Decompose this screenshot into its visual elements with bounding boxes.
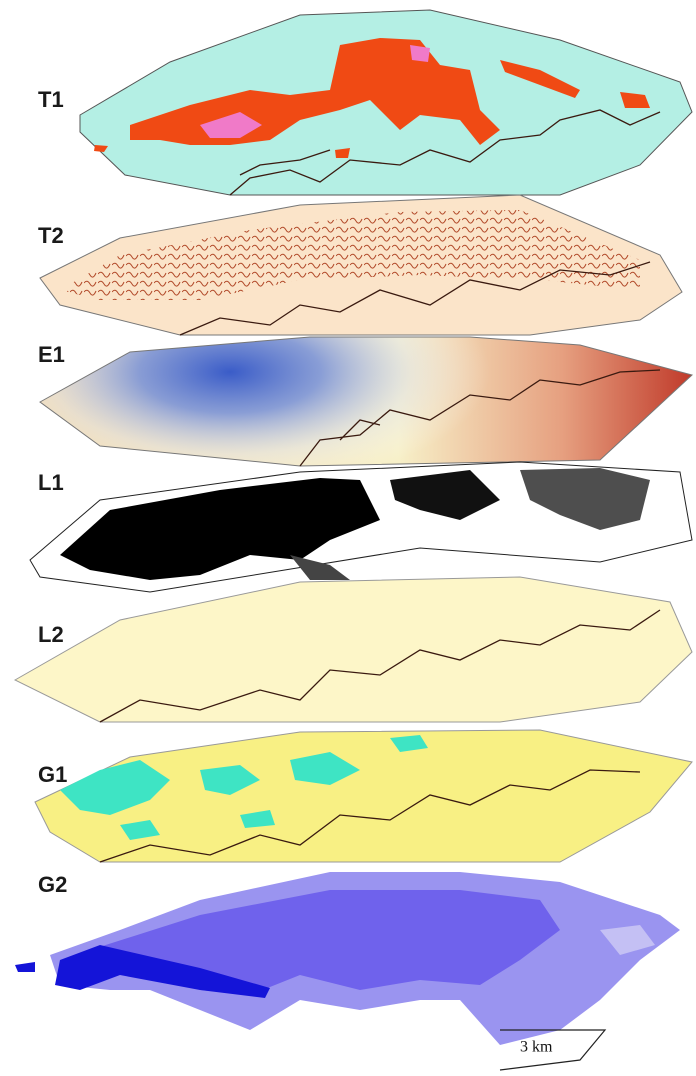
- layer-labels: T1 T2 E1 L1 L2 G1 G2: [38, 87, 67, 897]
- layer-label: L1: [38, 470, 64, 495]
- layer-g1: [35, 730, 692, 862]
- layer-stack-figure: T1 T2 E1 L1 L2 G1 G2 3 km: [0, 0, 696, 1076]
- layer-label: T2: [38, 223, 64, 248]
- layer-e1: [40, 337, 692, 466]
- layer-l2: [15, 577, 692, 722]
- layer-label: G1: [38, 762, 67, 787]
- layer-label: L2: [38, 622, 64, 647]
- layer-label: G2: [38, 872, 67, 897]
- scale-label: 3 km: [520, 1039, 553, 1056]
- layer-label: T1: [38, 87, 64, 112]
- layer-label: E1: [38, 342, 65, 367]
- layer-l1: [30, 462, 692, 592]
- layer-t2: [40, 195, 682, 335]
- layer-g2: [15, 872, 680, 1045]
- layer-t1: [80, 10, 692, 195]
